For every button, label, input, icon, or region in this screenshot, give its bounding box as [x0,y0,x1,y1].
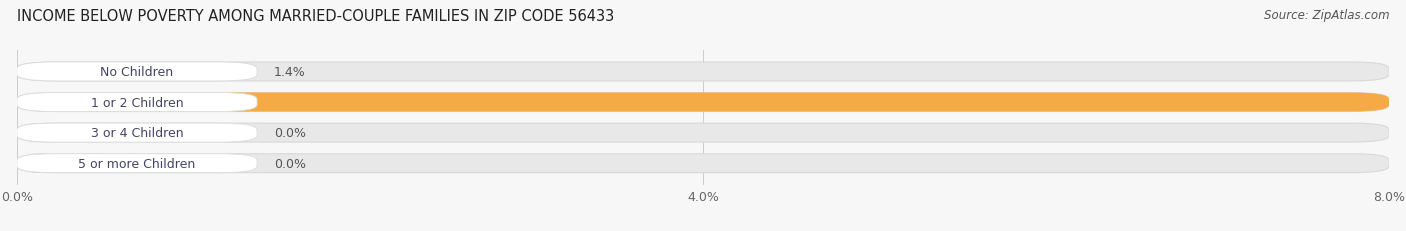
FancyBboxPatch shape [17,63,257,82]
Text: 0.0%: 0.0% [274,157,307,170]
Text: 5 or more Children: 5 or more Children [79,157,195,170]
FancyBboxPatch shape [17,93,1389,112]
Text: Source: ZipAtlas.com: Source: ZipAtlas.com [1264,9,1389,22]
Text: 3 or 4 Children: 3 or 4 Children [90,127,183,140]
FancyBboxPatch shape [17,93,1389,112]
Text: 1.4%: 1.4% [274,66,307,79]
Text: No Children: No Children [100,66,173,79]
FancyBboxPatch shape [17,93,257,112]
Text: 0.0%: 0.0% [274,127,307,140]
FancyBboxPatch shape [17,63,257,82]
FancyBboxPatch shape [17,154,59,173]
Text: 1 or 2 Children: 1 or 2 Children [90,96,183,109]
Text: INCOME BELOW POVERTY AMONG MARRIED-COUPLE FAMILIES IN ZIP CODE 56433: INCOME BELOW POVERTY AMONG MARRIED-COUPL… [17,9,614,24]
FancyBboxPatch shape [17,124,59,143]
FancyBboxPatch shape [17,124,1389,143]
FancyBboxPatch shape [17,154,1389,173]
FancyBboxPatch shape [17,63,1389,82]
FancyBboxPatch shape [17,124,257,143]
FancyBboxPatch shape [17,154,257,173]
